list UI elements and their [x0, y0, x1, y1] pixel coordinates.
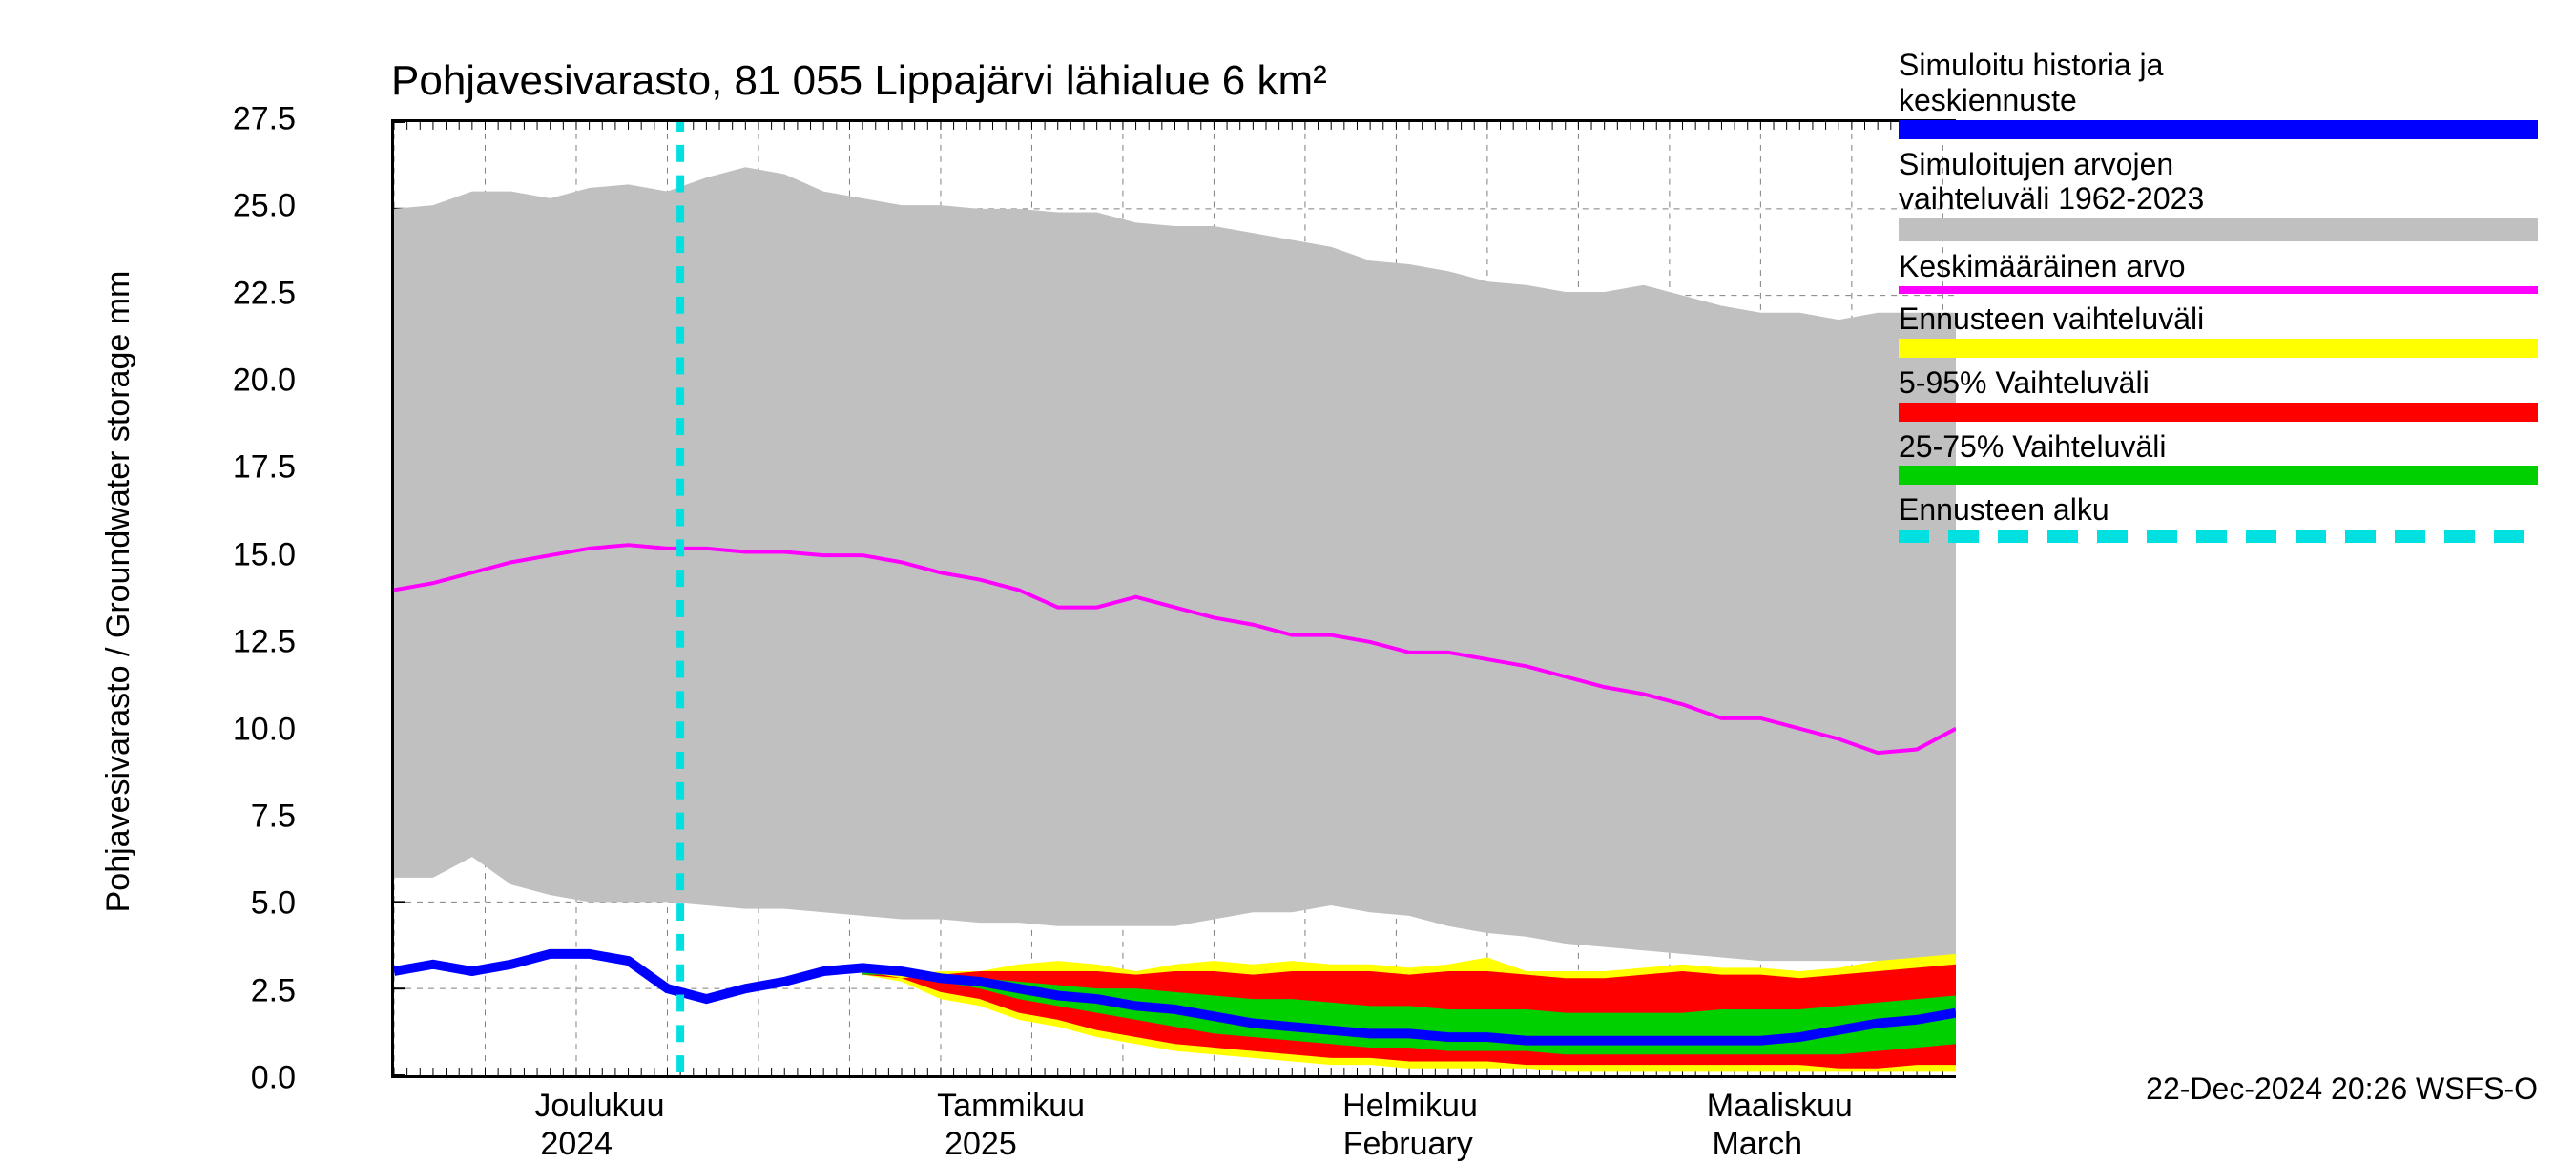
legend-swatch	[1899, 218, 2538, 241]
legend-item: 5-95% Vaihteluväli	[1899, 365, 2547, 422]
legend-item: Ennusteen vaihteluväli	[1899, 301, 2547, 358]
legend-swatch	[1899, 530, 2538, 543]
plot-svg	[394, 122, 1956, 1075]
x-tick-label: Helmikuu	[1342, 1088, 1478, 1125]
y-tick-label: 20.0	[210, 363, 296, 400]
legend-label: Simuloitujen arvojen vaihteluväli 1962-2…	[1899, 147, 2547, 218]
legend-swatch	[1899, 466, 2538, 485]
y-tick-label: 15.0	[210, 536, 296, 573]
legend-label: Simuloitu historia ja keskiennuste	[1899, 48, 2547, 118]
legend-swatch	[1899, 286, 2538, 294]
plot-area	[391, 119, 1956, 1078]
legend-swatch	[1899, 403, 2538, 422]
x-tick-label: Tammikuu	[937, 1088, 1085, 1125]
y-tick-label: 17.5	[210, 449, 296, 487]
legend-item: 25-75% Vaihteluväli	[1899, 429, 2547, 486]
y-tick-label: 7.5	[210, 798, 296, 835]
x-tick-label: Joulukuu	[534, 1088, 664, 1125]
y-tick-label: 10.0	[210, 711, 296, 748]
legend-swatch	[1899, 120, 2538, 139]
y-tick-label: 2.5	[210, 972, 296, 1009]
y-axis-title: Pohjavesivarasto / Groundwater storage m…	[100, 271, 137, 913]
legend-label: Ennusteen vaihteluväli	[1899, 301, 2547, 337]
legend-label: 25-75% Vaihteluväli	[1899, 429, 2547, 465]
x-tick-label: Maaliskuu	[1707, 1088, 1853, 1125]
y-tick-label: 12.5	[210, 624, 296, 661]
y-tick-label: 0.0	[210, 1060, 296, 1097]
legend-label: 5-95% Vaihteluväli	[1899, 365, 2547, 401]
timestamp: 22-Dec-2024 20:26 WSFS-O	[2146, 1071, 2538, 1107]
legend-item: Ennusteen alku	[1899, 492, 2547, 543]
legend-swatch	[1899, 339, 2538, 358]
legend-label: Ennusteen alku	[1899, 492, 2547, 528]
y-tick-label: 25.0	[210, 188, 296, 225]
legend-item: Keskimääräinen arvo	[1899, 249, 2547, 294]
y-tick-label: 27.5	[210, 101, 296, 138]
legend-item: Simuloitujen arvojen vaihteluväli 1962-2…	[1899, 147, 2547, 242]
chart-container: Pohjavesivarasto / Groundwater storage m…	[86, 19, 1870, 1078]
legend-item: Simuloitu historia ja keskiennuste	[1899, 48, 2547, 139]
y-tick-label: 22.5	[210, 275, 296, 312]
chart-title: Pohjavesivarasto, 81 055 Lippajärvi lähi…	[391, 57, 1327, 105]
legend-label: Keskimääräinen arvo	[1899, 249, 2547, 284]
y-tick-label: 5.0	[210, 885, 296, 923]
legend: Simuloitu historia ja keskiennuste Simulo…	[1899, 48, 2547, 550]
